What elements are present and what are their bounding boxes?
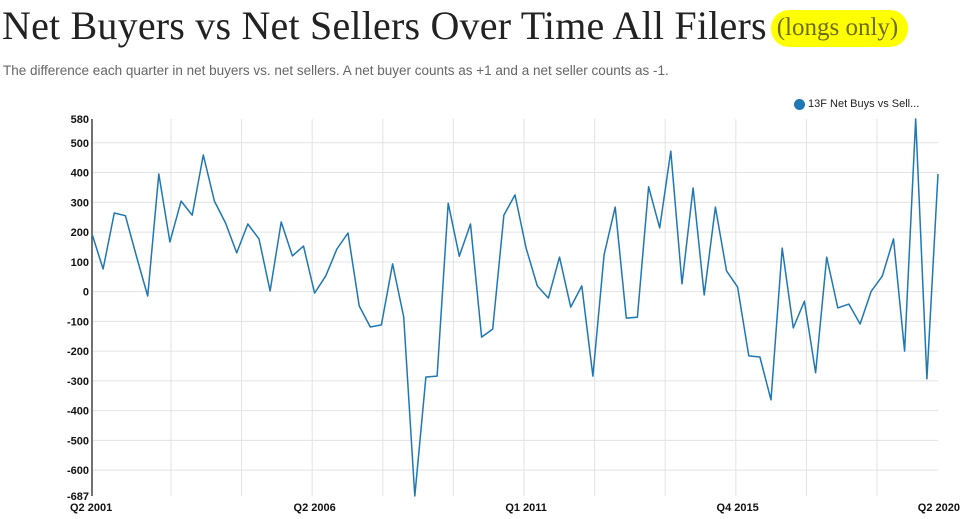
y-tick-label: -300 bbox=[67, 376, 89, 388]
y-tick-label: 580 bbox=[71, 114, 89, 126]
y-tick-label: -600 bbox=[67, 465, 89, 477]
x-tick-label: Q2 2001 bbox=[70, 502, 112, 514]
legend-item[interactable]: 13F Net Buys vs Sell... bbox=[794, 98, 919, 110]
x-tick-label: Q2 2020 bbox=[918, 502, 960, 514]
x-tick-label: Q2 2006 bbox=[294, 502, 336, 514]
y-tick-label: 0 bbox=[83, 287, 89, 299]
y-tick-label: -687 bbox=[67, 491, 89, 503]
y-tick-label: -200 bbox=[67, 346, 89, 358]
series-line bbox=[91, 118, 939, 497]
y-tick-label: -100 bbox=[67, 316, 89, 328]
x-tick-label: Q4 2015 bbox=[717, 502, 759, 514]
y-tick-label: 100 bbox=[71, 257, 89, 269]
y-tick-label: 500 bbox=[71, 138, 89, 150]
title-text: Net Buyers vs Net Sellers Over Time All … bbox=[2, 3, 767, 48]
y-tick-label: 300 bbox=[71, 197, 89, 209]
legend-label: 13F Net Buys vs Sell... bbox=[808, 98, 920, 110]
chart-subtitle: The difference each quarter in net buyer… bbox=[3, 63, 669, 78]
y-tick-label: 400 bbox=[71, 168, 89, 180]
y-tick-label: -500 bbox=[67, 435, 89, 447]
title-highlight: (longs only) bbox=[770, 10, 909, 47]
legend-dot-icon bbox=[794, 98, 805, 110]
x-tick-label: Q1 2011 bbox=[505, 502, 547, 514]
y-tick-label: -400 bbox=[67, 406, 89, 418]
y-tick-label: 200 bbox=[71, 227, 89, 239]
chart-title: Net Buyers vs Net Sellers Over Time All … bbox=[2, 2, 909, 49]
